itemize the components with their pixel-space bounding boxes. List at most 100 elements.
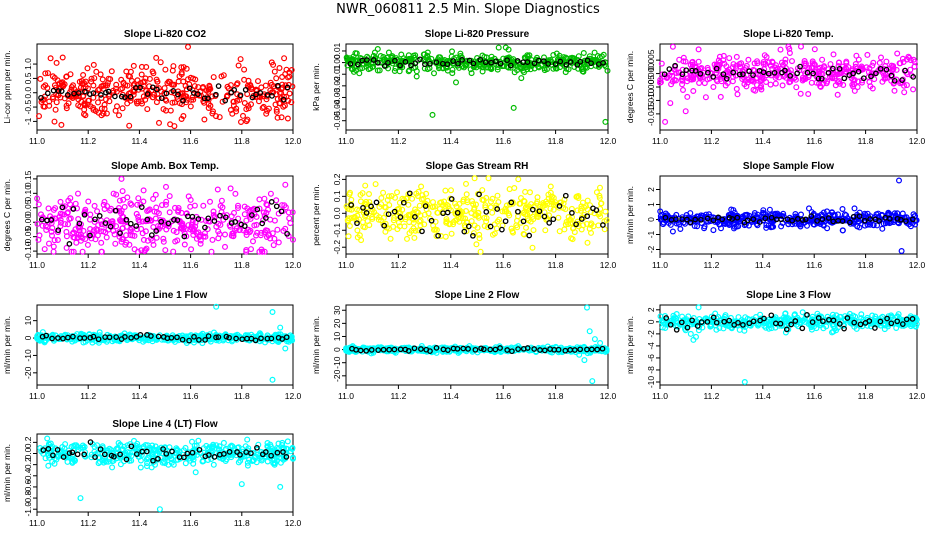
data-point bbox=[802, 70, 809, 77]
average-point bbox=[357, 347, 364, 354]
average-point bbox=[215, 83, 222, 89]
average-point bbox=[427, 60, 433, 67]
average-point bbox=[412, 60, 419, 67]
data-point bbox=[657, 76, 664, 83]
data-point bbox=[42, 82, 49, 89]
data-point bbox=[547, 183, 554, 190]
data-point bbox=[762, 60, 769, 67]
data-point bbox=[260, 103, 267, 110]
average-point bbox=[520, 218, 527, 225]
data-point bbox=[63, 233, 70, 240]
x-tick-label: 11.4 bbox=[443, 136, 459, 146]
data-point bbox=[112, 240, 119, 247]
data-point bbox=[182, 444, 189, 451]
data-point bbox=[471, 175, 478, 182]
y-tick-label: -0.5 bbox=[23, 99, 33, 114]
outlier-point bbox=[269, 309, 276, 316]
data-point bbox=[171, 334, 178, 341]
average-point bbox=[555, 346, 562, 353]
data-point bbox=[103, 458, 110, 465]
series-slopes bbox=[343, 304, 610, 385]
data-point bbox=[588, 220, 595, 227]
data-point bbox=[539, 203, 546, 210]
average-point bbox=[101, 451, 108, 458]
average-point bbox=[894, 318, 901, 325]
average-point bbox=[877, 65, 884, 72]
average-point bbox=[417, 56, 423, 63]
data-point bbox=[354, 227, 361, 234]
data-point bbox=[148, 446, 155, 453]
average-point bbox=[69, 449, 76, 456]
data-point bbox=[524, 55, 531, 62]
data-point bbox=[207, 198, 214, 205]
average-point bbox=[844, 315, 851, 321]
outlier-point bbox=[586, 328, 593, 335]
data-point bbox=[84, 65, 91, 72]
data-point bbox=[534, 194, 541, 201]
data-point bbox=[97, 228, 104, 235]
data-point bbox=[58, 121, 65, 128]
data-point bbox=[511, 185, 518, 192]
average-point bbox=[465, 223, 472, 230]
average-point bbox=[43, 332, 50, 339]
average-point bbox=[756, 219, 763, 225]
data-point bbox=[509, 228, 516, 235]
data-point bbox=[819, 56, 826, 63]
data-point bbox=[405, 201, 412, 208]
data-point bbox=[446, 221, 453, 228]
average-point bbox=[90, 90, 97, 96]
panel-title: Slope Line 3 Flow bbox=[746, 290, 831, 301]
average-point bbox=[150, 457, 156, 464]
data-point bbox=[385, 49, 392, 56]
average-point bbox=[233, 335, 239, 342]
data-point bbox=[676, 221, 683, 228]
average-point bbox=[713, 65, 720, 72]
data-point bbox=[593, 189, 600, 196]
data-point bbox=[702, 94, 709, 101]
average-point bbox=[584, 213, 591, 220]
average-point bbox=[729, 216, 736, 222]
average-point bbox=[259, 220, 266, 227]
data-point bbox=[153, 209, 160, 216]
x-tick-label: 11.4 bbox=[755, 391, 771, 401]
data-point bbox=[869, 221, 876, 228]
data-point bbox=[119, 105, 126, 112]
average-point bbox=[144, 216, 151, 223]
data-point bbox=[254, 229, 261, 236]
average-point bbox=[797, 63, 803, 70]
average-point bbox=[783, 326, 790, 333]
average-point bbox=[213, 334, 219, 341]
data-point bbox=[185, 222, 192, 229]
data-point bbox=[222, 231, 229, 238]
data-point bbox=[115, 112, 122, 119]
data-point bbox=[890, 80, 897, 87]
average-point bbox=[60, 335, 66, 342]
data-point bbox=[736, 326, 743, 333]
data-point bbox=[116, 208, 123, 215]
data-point bbox=[42, 222, 49, 229]
data-point bbox=[496, 216, 503, 223]
average-point bbox=[195, 91, 201, 98]
average-point bbox=[386, 346, 393, 353]
average-point bbox=[258, 335, 264, 342]
data-point bbox=[205, 88, 212, 95]
average-point bbox=[704, 319, 711, 325]
y-tick-label: -10 bbox=[23, 349, 33, 362]
data-point bbox=[97, 71, 104, 78]
data-point bbox=[346, 223, 353, 230]
x-tick-label: 11.2 bbox=[80, 136, 96, 146]
outlier-point bbox=[141, 248, 148, 255]
data-point bbox=[271, 235, 278, 242]
data-point bbox=[262, 82, 269, 89]
data-point bbox=[903, 82, 910, 89]
data-point bbox=[47, 55, 54, 62]
x-tick-label: 11.2 bbox=[390, 136, 406, 146]
average-point bbox=[678, 319, 685, 326]
average-point bbox=[205, 333, 212, 339]
data-point bbox=[490, 346, 497, 353]
average-point bbox=[480, 346, 487, 353]
data-point bbox=[600, 51, 607, 58]
data-point bbox=[664, 321, 671, 328]
data-point bbox=[195, 437, 202, 444]
average-point bbox=[508, 199, 515, 206]
